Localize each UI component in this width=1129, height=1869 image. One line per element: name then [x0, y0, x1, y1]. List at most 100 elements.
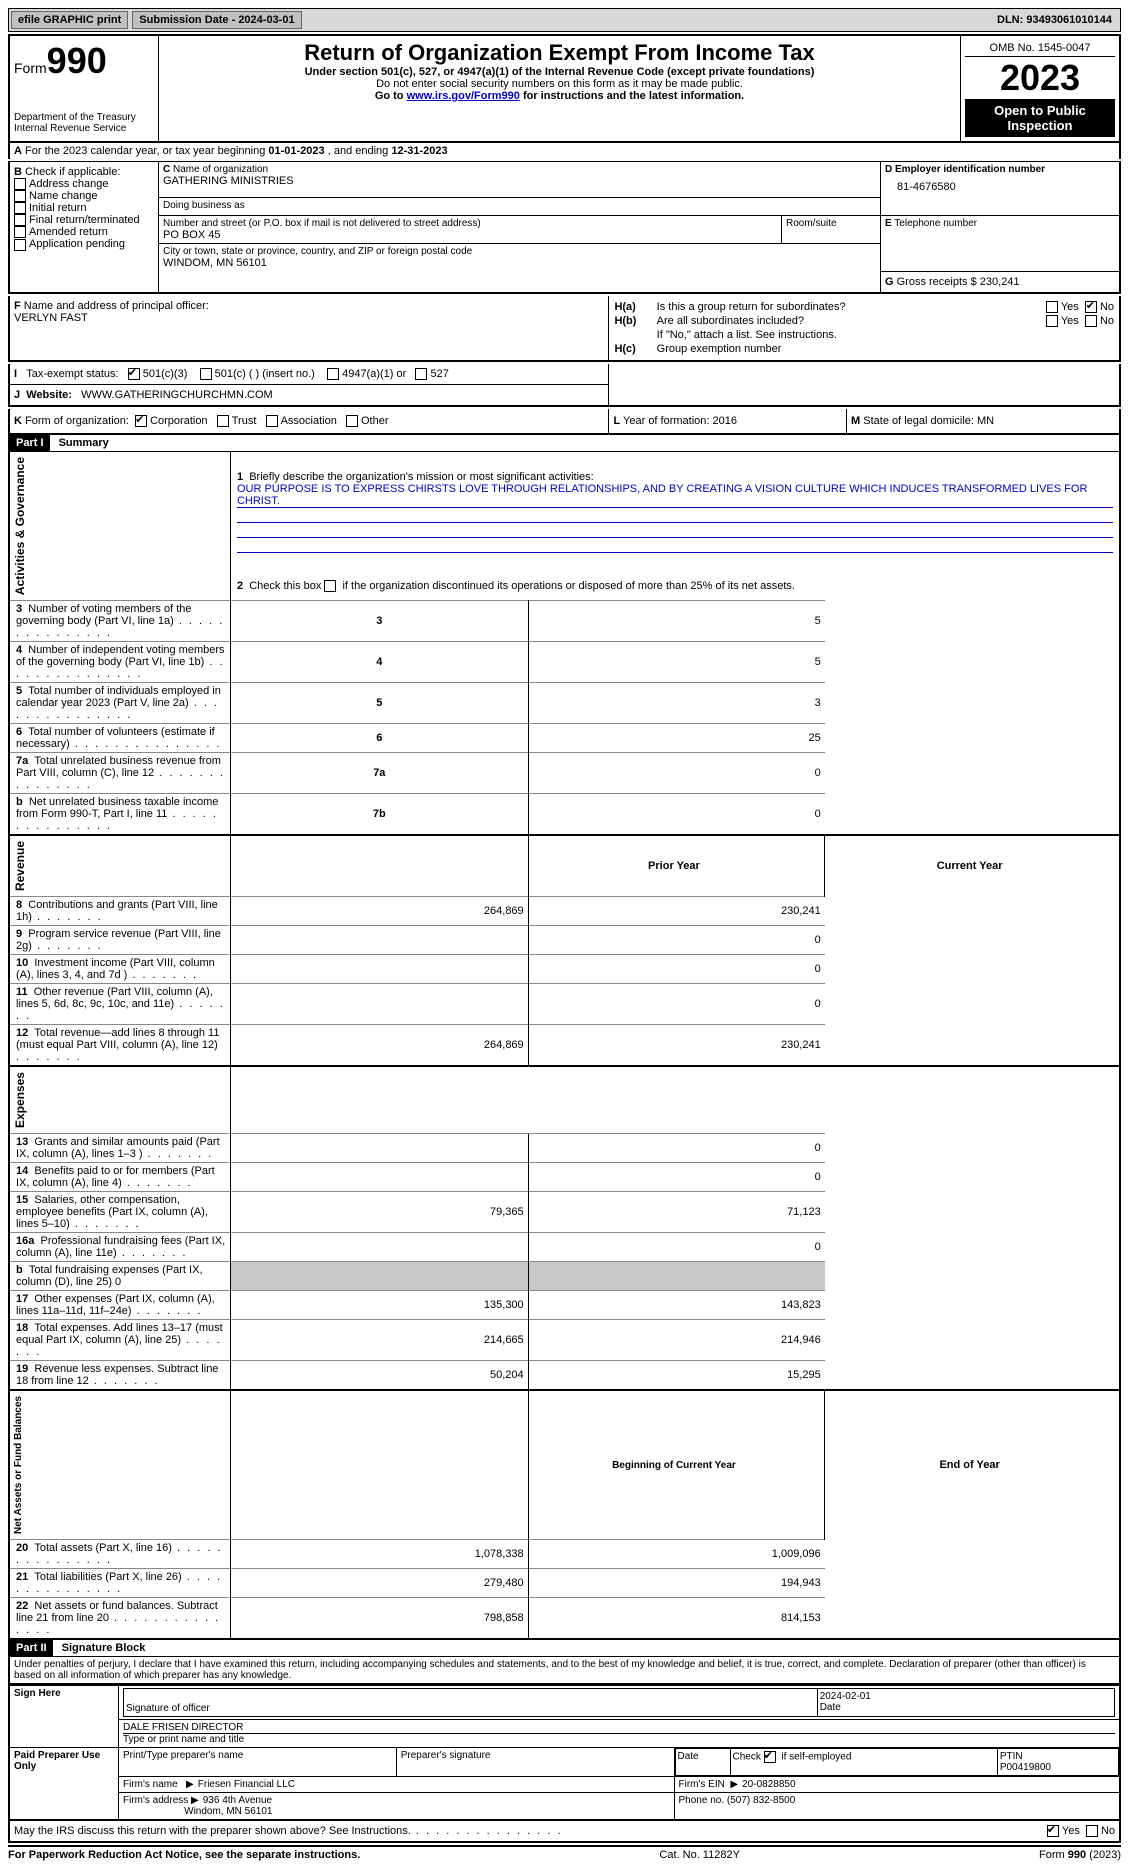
tax-status-label: Tax-exempt status: — [26, 368, 118, 380]
chk-501c3[interactable] — [128, 368, 140, 380]
city-label: City or town, state or province, country… — [163, 246, 876, 257]
self-employed: Check if self-employed — [730, 1749, 997, 1776]
dln: DLN: 93493061010144 — [997, 14, 1118, 26]
side-net-assets: Net Assets or Fund Balances — [11, 1392, 26, 1538]
chk-discontinued[interactable] — [324, 580, 336, 592]
rev-line-10: 10 Investment income (Part VIII, column … — [10, 954, 1119, 983]
firm-addr2: Windom, MN 56101 — [184, 1806, 272, 1817]
domicile: MN — [977, 415, 994, 427]
domicile-label: State of legal domicile: — [863, 415, 974, 427]
prior-year-hdr: Prior Year — [528, 835, 825, 897]
rev-line-11: 11 Other revenue (Part VIII, column (A),… — [10, 983, 1119, 1024]
ha-label: Is this a group return for subordinates? — [656, 300, 992, 314]
officer-name: VERLYN FAST — [14, 312, 604, 324]
form-number: 990 — [47, 40, 107, 81]
tax-year: 2023 — [965, 57, 1115, 99]
signature-block: Sign Here Signature of officer 2024-02-0… — [8, 1685, 1121, 1821]
sig-officer-label: Signature of officer — [126, 1703, 210, 1714]
status-website: I Tax-exempt status: 501(c)(3) 501(c) ( … — [8, 364, 1121, 407]
irs-link[interactable]: www.irs.gov/Form990 — [407, 90, 520, 102]
form-org-label: Form of organization: — [25, 415, 129, 427]
gov-line-5: 5 Total number of individuals employed i… — [10, 682, 1119, 723]
chk-ha-yes[interactable] — [1046, 301, 1058, 313]
chk-discuss-no[interactable] — [1086, 1825, 1098, 1837]
firm-addr1: 936 4th Avenue — [203, 1795, 272, 1806]
chk-initial-return[interactable] — [14, 202, 26, 214]
year-formation-label: Year of formation: — [623, 415, 709, 427]
chk-amended-return[interactable] — [14, 226, 26, 238]
net-line-21: 21 Total liabilities (Part X, line 26) 2… — [10, 1569, 1119, 1598]
chk-4947[interactable] — [327, 368, 339, 380]
hb-note: If "No," attach a list. See instructions… — [656, 328, 1115, 342]
chk-name-change[interactable] — [14, 190, 26, 202]
hb-label: Are all subordinates included? — [656, 314, 992, 328]
chk-corp[interactable] — [135, 415, 147, 427]
chk-self-employed[interactable] — [764, 1751, 776, 1763]
exp-line-15: 15 Salaries, other compensation, employe… — [10, 1192, 1119, 1233]
website-value[interactable]: WWW.GATHERINGCHURCHMN.COM — [81, 389, 273, 401]
box-b-label: Check if applicable: — [25, 166, 120, 178]
part-2: Part II Signature Block Under penalties … — [8, 1640, 1121, 1685]
prep-name-label: Print/Type preparer's name — [119, 1748, 397, 1777]
chk-trust[interactable] — [217, 415, 229, 427]
side-governance: Activities & Governance — [11, 453, 29, 599]
exp-line-19: 19 Revenue less expenses. Subtract line … — [10, 1361, 1119, 1391]
exp-line-17: 17 Other expenses (Part IX, column (A), … — [10, 1291, 1119, 1320]
rev-line-12: 12 Total revenue—add lines 8 through 11 … — [10, 1024, 1119, 1066]
ptin-value: P00419800 — [1000, 1762, 1051, 1773]
l1-label: Briefly describe the organization's miss… — [249, 471, 593, 483]
submission-date: Submission Date - 2024-03-01 — [132, 11, 301, 29]
chk-discuss-yes[interactable] — [1047, 1825, 1059, 1837]
gov-line-6: 6 Total number of volunteers (estimate i… — [10, 723, 1119, 752]
chk-other[interactable] — [346, 415, 358, 427]
chk-501c[interactable] — [200, 368, 212, 380]
officer-type-name: DALE FRISEN DIRECTOR — [123, 1722, 1115, 1733]
chk-app-pending[interactable] — [14, 239, 26, 251]
gov-line-7a: 7a Total unrelated business revenue from… — [10, 752, 1119, 793]
officer-group: F Name and address of principal officer:… — [8, 296, 1121, 362]
firm-ein: 20-0828850 — [742, 1779, 795, 1790]
exp-line-16a: 16a Professional fundraising fees (Part … — [10, 1233, 1119, 1262]
efile-print-button[interactable]: efile GRAPHIC print — [11, 11, 128, 29]
officer-label: Name and address of principal officer: — [24, 300, 209, 312]
net-line-22: 22 Net assets or fund balances. Subtract… — [10, 1598, 1119, 1639]
exp-line-18: 18 Total expenses. Add lines 13–17 (must… — [10, 1320, 1119, 1361]
form-subtitle-2: Do not enter social security numbers on … — [163, 78, 956, 90]
exp-line-b: b Total fundraising expenses (Part IX, c… — [10, 1262, 1119, 1291]
side-revenue: Revenue — [11, 837, 29, 895]
type-name-label: Type or print name and title — [123, 1733, 1115, 1745]
chk-ha-no[interactable] — [1085, 301, 1097, 313]
open-inspection: Open to Public Inspection — [965, 99, 1115, 137]
efile-topbar: efile GRAPHIC print Submission Date - 20… — [8, 8, 1121, 32]
gross-label: Gross receipts $ — [897, 276, 977, 288]
exp-line-14: 14 Benefits paid to or for members (Part… — [10, 1163, 1119, 1192]
chk-hb-no[interactable] — [1085, 315, 1097, 327]
website-label: Website: — [26, 389, 72, 401]
chk-final-return[interactable] — [14, 214, 26, 226]
chk-hb-yes[interactable] — [1046, 315, 1058, 327]
ein-label: Employer identification number — [895, 164, 1045, 175]
form-subtitle-3: Go to www.irs.gov/Form990 for instructio… — [163, 90, 956, 102]
entity-info: B Check if applicable: Address change Na… — [8, 161, 1121, 294]
pra-notice: For Paperwork Reduction Act Notice, see … — [8, 1849, 360, 1861]
form-word: Form — [14, 60, 47, 76]
begin-year-hdr: Beginning of Current Year — [528, 1390, 825, 1540]
chk-527[interactable] — [415, 368, 427, 380]
gross-value: 230,241 — [980, 276, 1020, 288]
chk-assoc[interactable] — [266, 415, 278, 427]
form-header: Form990 Department of the Treasury Inter… — [8, 34, 1121, 143]
ein-value: 81-4676580 — [885, 175, 1115, 193]
org-name: GATHERING MINISTRIES — [163, 175, 876, 187]
hc-label: Group exemption number — [656, 342, 1115, 356]
exp-line-13: 13 Grants and similar amounts paid (Part… — [10, 1134, 1119, 1163]
phone-label: Telephone number — [894, 218, 977, 229]
org-form-row: K Form of organization: Corporation Trus… — [8, 409, 1121, 435]
side-expenses: Expenses — [11, 1068, 29, 1132]
dept-treasury: Department of the Treasury — [14, 112, 154, 123]
mission-text: OUR PURPOSE IS TO EXPRESS CHIRSTS LOVE T… — [237, 483, 1113, 508]
chk-address-change[interactable] — [14, 178, 26, 190]
part1-title: Summary — [53, 437, 109, 449]
omb-number: OMB No. 1545-0047 — [965, 40, 1115, 57]
page-footer: For Paperwork Reduction Act Notice, see … — [8, 1845, 1121, 1861]
part-1: Part I Summary Activities & Governance 1… — [8, 435, 1121, 1640]
